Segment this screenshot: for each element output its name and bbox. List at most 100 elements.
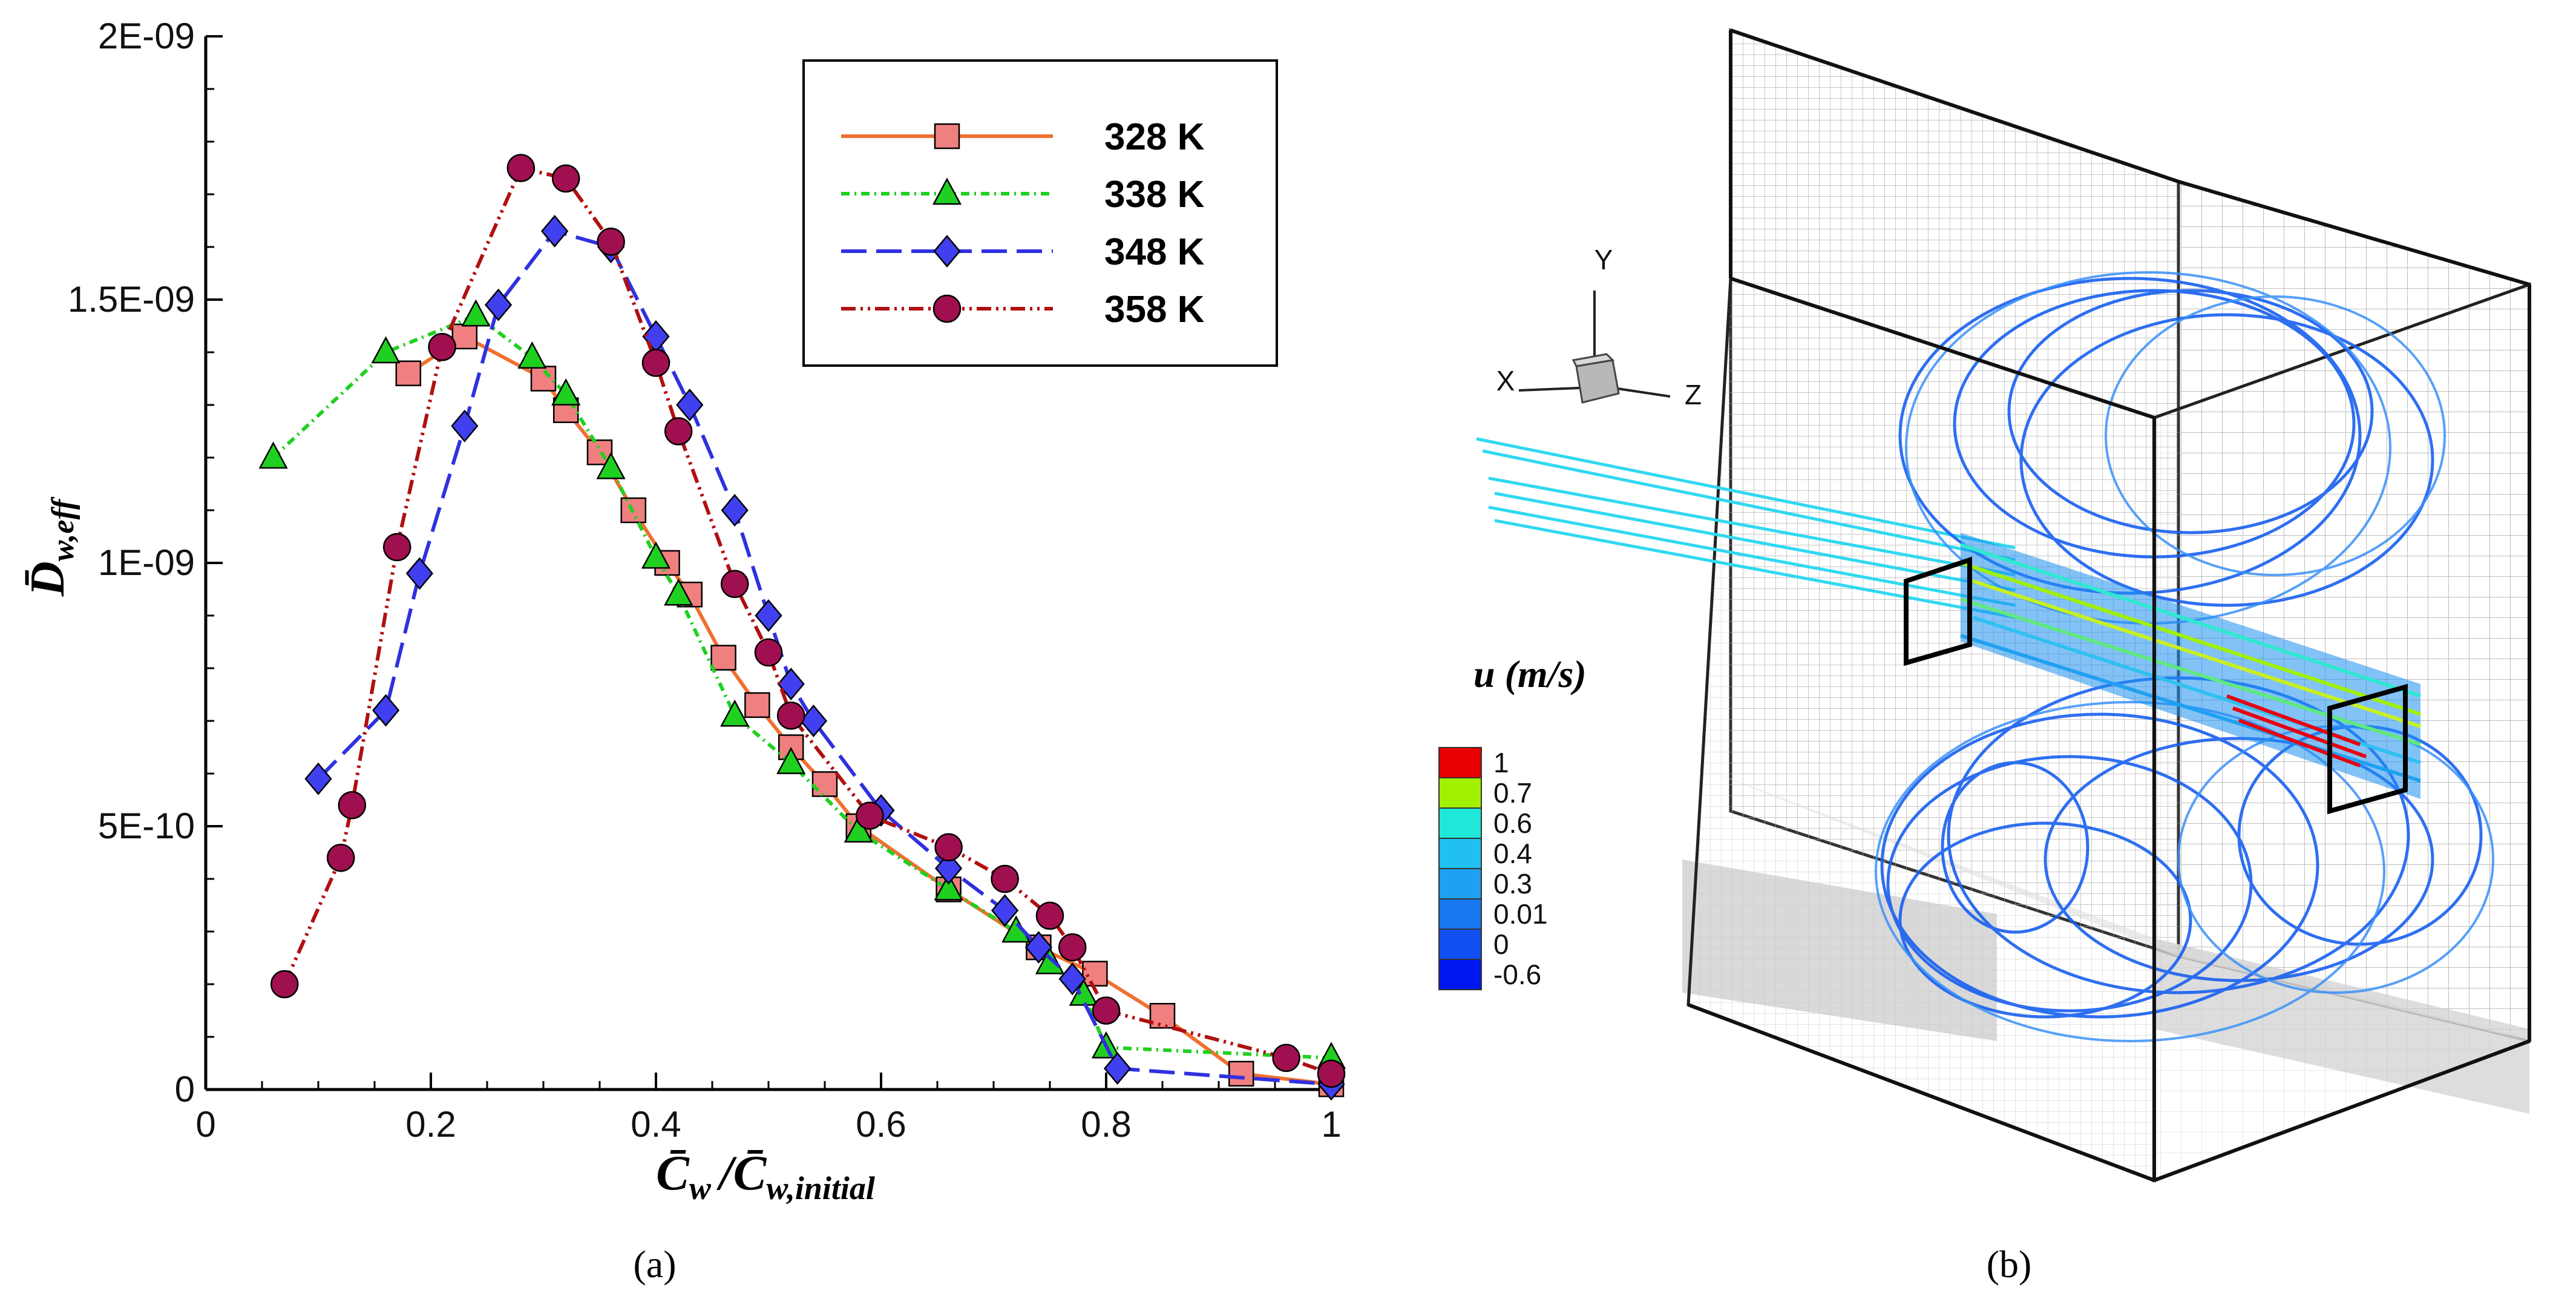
data-point xyxy=(405,557,434,590)
colorbar-swatch xyxy=(1438,898,1482,930)
data-point xyxy=(540,214,569,248)
legend-label: 338 K xyxy=(1104,174,1205,215)
colorbar-label: -0.6 xyxy=(1493,959,1541,990)
colorbar-label: 0 xyxy=(1493,929,1509,960)
data-point xyxy=(1035,901,1064,930)
data-point xyxy=(371,336,401,364)
data-point xyxy=(1317,1059,1346,1088)
data-point xyxy=(710,645,736,671)
x-axis-title-den-sub: w,initial xyxy=(766,1170,875,1206)
legend-marker xyxy=(934,123,960,150)
y-tick-label: 0 xyxy=(175,1069,195,1109)
outlet-window xyxy=(2327,683,2408,815)
data-point xyxy=(530,366,557,392)
data-point xyxy=(270,970,299,999)
colorbar-label: 0.7 xyxy=(1493,777,1532,809)
data-point xyxy=(1103,1052,1132,1085)
axes-triad-cube xyxy=(1575,359,1620,404)
colorbar: u (m/s) 10.70.60.40.30.010-0.6 xyxy=(1438,652,1587,990)
panel-a-chart: 0 5E-10 1E-09 1.5E-09 2E-09 0 0.2 0.4 0.6 0.8 1 D… xyxy=(21,16,1346,1286)
caption-b: (b) xyxy=(1987,1243,2032,1286)
colorbar-swatch xyxy=(1438,929,1482,960)
data-point xyxy=(1058,933,1087,962)
legend-item: 328 K xyxy=(841,116,1205,158)
data-point xyxy=(1149,1002,1176,1029)
data-point xyxy=(811,771,838,797)
data-point xyxy=(517,341,547,369)
x-axis-ticks: 0 0.2 0.4 0.6 0.8 1 xyxy=(195,1073,1342,1145)
data-point xyxy=(372,694,400,727)
data-point xyxy=(304,762,332,795)
colorbar-label: 0.3 xyxy=(1493,868,1532,899)
colorbar-swatch xyxy=(1438,747,1482,778)
colorbar-swatch xyxy=(1438,868,1482,899)
data-point xyxy=(754,638,783,667)
series-layer xyxy=(258,154,1346,1101)
colorbar-label: 0.01 xyxy=(1493,898,1548,930)
data-point xyxy=(258,441,288,469)
data-point xyxy=(856,801,884,830)
data-point xyxy=(596,452,626,479)
data-point xyxy=(461,299,491,327)
legend-marker xyxy=(932,177,962,205)
data-point xyxy=(844,815,873,843)
data-point xyxy=(934,852,963,885)
legend-marker xyxy=(933,235,961,268)
series-338k xyxy=(258,299,1346,1070)
x-tick-label: 0.2 xyxy=(405,1104,456,1145)
data-point xyxy=(551,378,581,406)
y-axis-title-sub: w,eff xyxy=(46,496,80,561)
colorbar-label: 0.6 xyxy=(1493,807,1532,839)
legend-box xyxy=(802,59,1278,367)
y-tick-label: 5E-10 xyxy=(98,806,195,846)
data-point xyxy=(641,541,671,569)
y-axis-ticks: 0 5E-10 1E-09 1.5E-09 2E-09 xyxy=(68,16,223,1109)
y-tick-label: 1E-09 xyxy=(98,542,195,583)
legend: 328 K 338 K 348 K 358 K xyxy=(802,59,1278,367)
data-point xyxy=(776,746,806,774)
legend-label: 328 K xyxy=(1104,116,1205,158)
inlet-window xyxy=(1904,556,1972,666)
legend-item: 338 K xyxy=(841,174,1205,215)
legend-items: 328 K 338 K 348 K 358 K xyxy=(841,116,1205,330)
axis-label-z: Z xyxy=(1685,379,1702,410)
data-point xyxy=(721,494,749,527)
data-point xyxy=(1228,1060,1254,1087)
inlet-streamlines xyxy=(1476,437,2016,619)
data-point xyxy=(720,570,749,599)
series-328k xyxy=(395,323,1345,1097)
data-point xyxy=(934,833,963,862)
data-point xyxy=(776,702,805,730)
series-line xyxy=(407,334,1332,1086)
x-tick-label: 0.6 xyxy=(856,1104,906,1145)
x-tick-label: 0 xyxy=(195,1104,215,1145)
colorbar-swatch xyxy=(1438,807,1482,839)
jet-high-velocity xyxy=(2226,694,2367,768)
x-axis-title-main: C̄ xyxy=(656,1145,690,1200)
legend-marker xyxy=(932,294,962,323)
data-point xyxy=(395,360,422,387)
x-tick-label: 0.8 xyxy=(1081,1104,1131,1145)
data-point xyxy=(664,417,693,445)
data-point xyxy=(326,843,355,872)
y-tick-label: 1.5E-09 xyxy=(68,279,195,320)
colorbar-label: 0.4 xyxy=(1493,838,1532,869)
data-point xyxy=(664,578,693,606)
box-left-wall xyxy=(1686,276,2156,1183)
data-point xyxy=(382,533,411,562)
y-tick-label: 2E-09 xyxy=(98,16,195,56)
data-point xyxy=(1092,996,1121,1025)
caption-a: (a) xyxy=(633,1243,676,1286)
legend-item: 358 K xyxy=(841,289,1205,330)
legend-label: 348 K xyxy=(1104,231,1205,273)
data-point xyxy=(934,873,963,901)
legend-item: 348 K xyxy=(841,231,1205,273)
data-point xyxy=(451,409,479,442)
data-point xyxy=(428,333,456,361)
x-axis-title-sub: w xyxy=(689,1170,712,1206)
axes-triad: Y X Z xyxy=(1496,244,1702,410)
colorbar-swatch xyxy=(1438,959,1482,990)
svg-text:C̄w/C̄w,initial: C̄w/C̄w,initial xyxy=(656,1145,875,1206)
panel-b-flow-visualization: Y X Z u (m/s) 10.70.60.40.30.010-0.6 (b) xyxy=(1438,28,2531,1286)
